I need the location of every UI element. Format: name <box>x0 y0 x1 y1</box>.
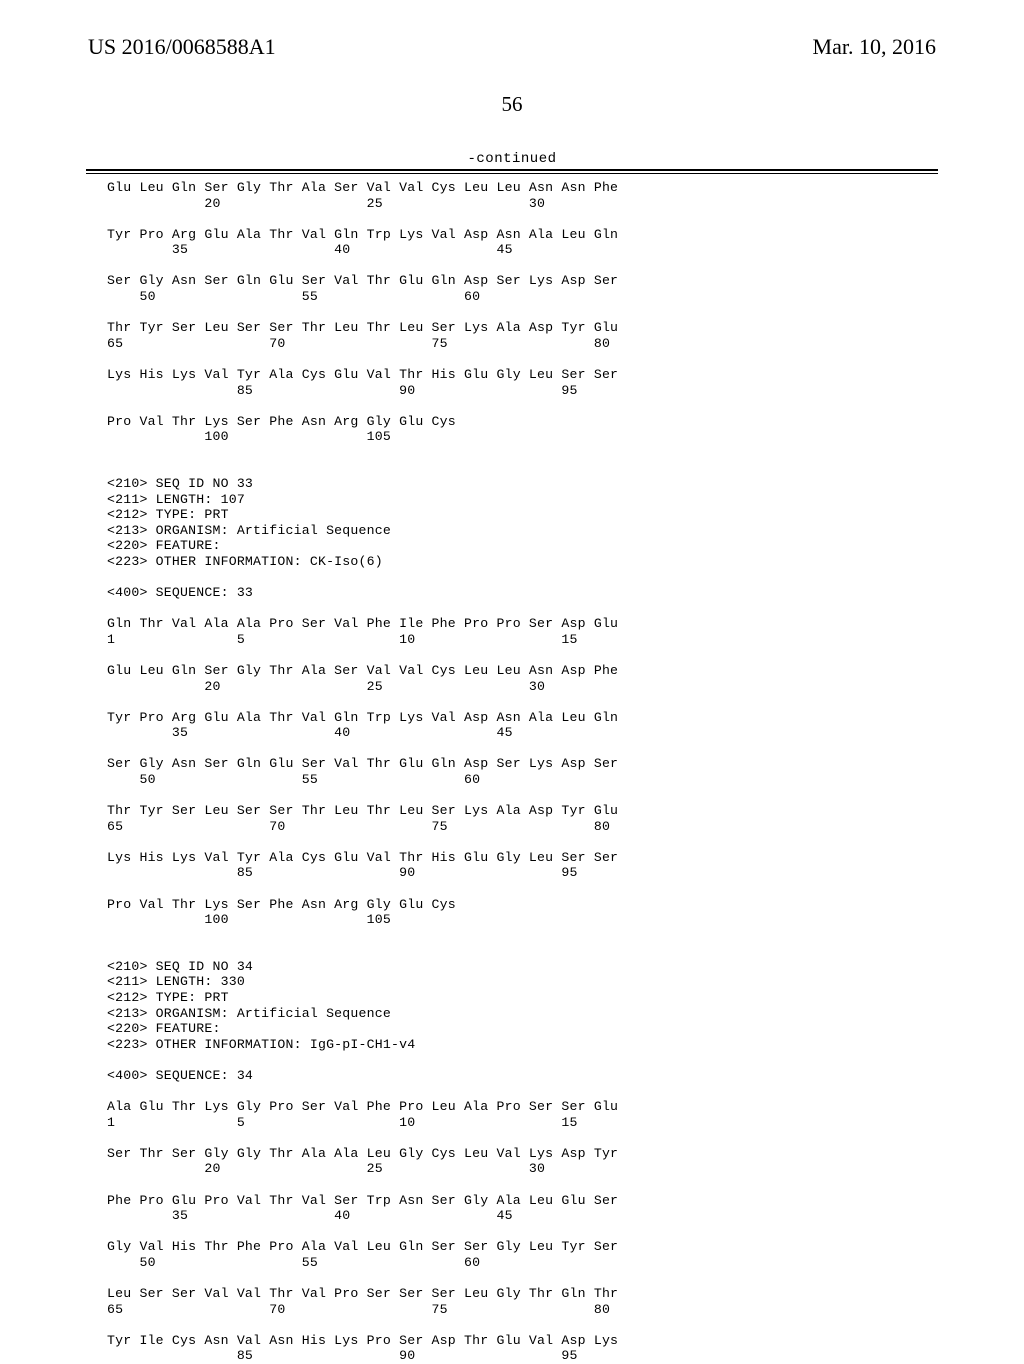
continued-label: -continued <box>0 151 1024 167</box>
header-pub-number: US 2016/0068588A1 <box>88 34 276 60</box>
rule-top-1 <box>86 169 938 171</box>
header-date: Mar. 10, 2016 <box>813 34 936 60</box>
page-container: US 2016/0068588A1 Mar. 10, 2016 56 -cont… <box>0 0 1024 1364</box>
sequence-listing: Glu Leu Gln Ser Gly Thr Ala Ser Val Val … <box>107 180 1024 1364</box>
page-number: 56 <box>0 92 1024 117</box>
rule-top-2 <box>86 173 938 174</box>
